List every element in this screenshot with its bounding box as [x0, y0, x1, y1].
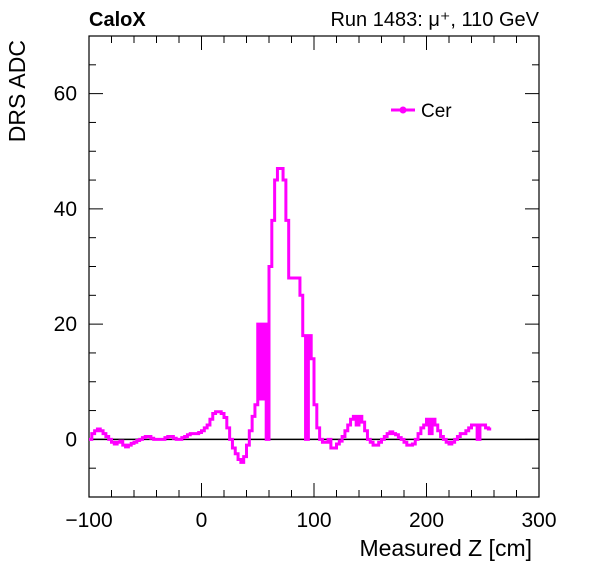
plot-area — [88, 35, 540, 498]
x-axis-label: Measured Z [cm] — [359, 535, 532, 561]
run-label: Run 1483: μ⁺, 110 GeV — [330, 9, 539, 31]
x-tick-label: 100 — [296, 509, 331, 532]
legend-label-cer: Cer — [421, 101, 452, 122]
y-tick-labels: 0 20 40 60 — [54, 83, 77, 452]
y-tick-label: 20 — [54, 313, 77, 336]
legend: Cer — [391, 101, 452, 122]
axis-ticks — [88, 35, 540, 498]
experiment-label: CaloX — [89, 9, 146, 31]
x-tick-label: 0 — [196, 509, 208, 532]
y-tick-label: 40 — [54, 198, 77, 221]
x-tick-label: 300 — [521, 509, 556, 532]
series-line-cer — [89, 167, 492, 464]
y-tick-label: 60 — [54, 83, 77, 106]
legend-marker-cer — [399, 106, 407, 114]
y-tick-label: 0 — [65, 428, 77, 451]
x-tick-labels: −100 0 100 200 300 — [65, 509, 556, 532]
x-tick-label: −100 — [65, 509, 112, 532]
x-tick-label: 200 — [409, 509, 444, 532]
y-axis-label: DRS ADC — [4, 40, 30, 142]
